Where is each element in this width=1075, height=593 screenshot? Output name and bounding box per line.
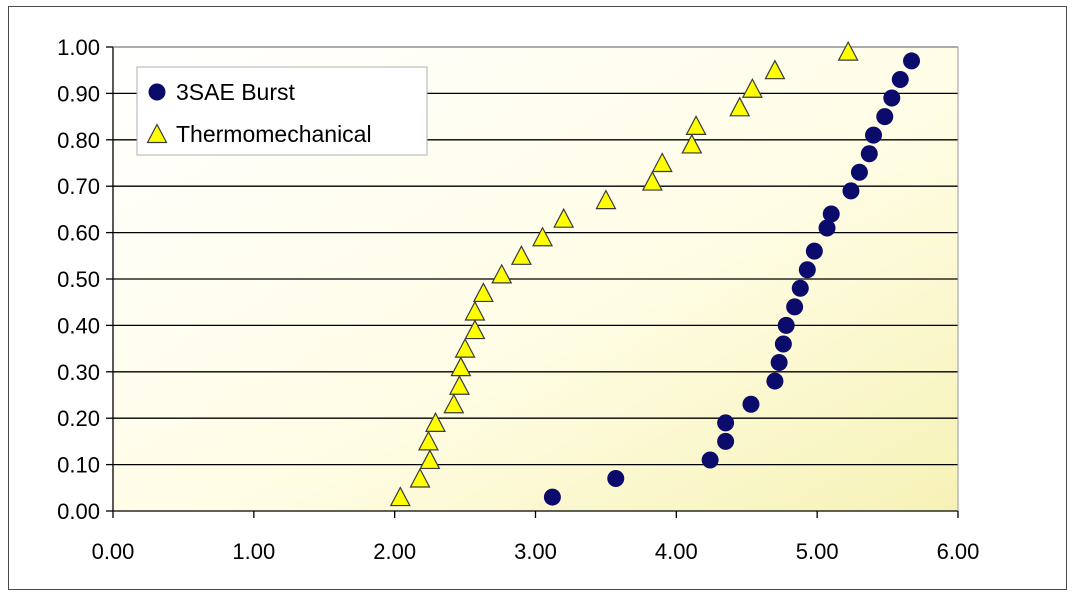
y-tick-label: 0.80 <box>57 128 100 153</box>
point-series-0 <box>822 205 840 223</box>
point-series-0 <box>777 316 795 334</box>
point-series-1 <box>448 374 470 395</box>
point-series-1 <box>409 467 431 488</box>
point-series-0 <box>701 451 719 469</box>
point-series-1 <box>532 226 554 247</box>
y-tick-label: 0.90 <box>57 81 100 106</box>
y-tick-label: 0.10 <box>57 453 100 478</box>
point-series-1 <box>553 207 575 228</box>
x-tick-label: 3.00 <box>514 539 557 564</box>
point-series-1 <box>641 170 663 191</box>
x-tick-label: 5.00 <box>796 539 839 564</box>
axes: 0.00 0.10 0.20 0.30 0.40 0.50 0.60 0.70 0.80 0.90… <box>57 35 979 564</box>
y-tick-label: 0.60 <box>57 221 100 246</box>
legend-marker-0 <box>148 83 166 101</box>
point-series-0 <box>860 145 878 163</box>
point-series-0 <box>543 488 561 506</box>
point-series-0 <box>891 70 909 88</box>
point-series-1 <box>425 412 447 432</box>
point-series-0 <box>883 89 901 107</box>
x-tick-label: 4.00 <box>655 539 698 564</box>
point-series-1 <box>685 115 707 135</box>
point-series-0 <box>717 432 735 450</box>
point-series-0 <box>742 395 760 413</box>
x-tick-label: 1.00 <box>232 539 275 564</box>
legend-label-0: 3SAE Burst <box>176 79 295 105</box>
point-series-0 <box>798 261 816 279</box>
point-series-1 <box>464 300 486 321</box>
point-series-1 <box>764 59 786 80</box>
y-tick-label: 0.20 <box>57 406 100 431</box>
point-series-0 <box>818 219 836 237</box>
point-series-1 <box>741 77 763 98</box>
point-series-1 <box>729 96 751 117</box>
point-series-1 <box>651 152 673 173</box>
point-series-0 <box>805 242 823 260</box>
point-series-0 <box>876 108 894 126</box>
y-tick-label: 0.40 <box>57 313 100 338</box>
x-tick-label: 0.00 <box>92 539 135 564</box>
point-series-1 <box>450 356 472 377</box>
x-tick-label: 2.00 <box>373 539 416 564</box>
y-tick-label: 0.70 <box>57 174 100 199</box>
point-series-0 <box>774 335 792 353</box>
point-series-1 <box>464 319 486 340</box>
y-tick-label: 1.00 <box>57 35 100 60</box>
point-series-1 <box>837 40 859 61</box>
point-series-1 <box>454 337 476 358</box>
point-series-0 <box>766 372 784 390</box>
legend-label-1: Thermomechanical <box>176 121 372 147</box>
x-tick-label: 6.00 <box>937 539 980 564</box>
point-series-1 <box>595 189 617 210</box>
legend: 3SAE Burst Thermomechanical <box>136 66 428 156</box>
point-series-0 <box>786 298 804 316</box>
point-series-1 <box>389 486 411 507</box>
point-series-0 <box>842 182 860 200</box>
point-series-1 <box>419 449 441 470</box>
point-series-1 <box>443 393 465 414</box>
point-series-0 <box>717 414 735 432</box>
point-series-0 <box>865 126 882 144</box>
point-series-0 <box>770 354 788 372</box>
y-tick-label: 0.00 <box>57 499 100 524</box>
point-series-1 <box>472 282 494 303</box>
point-series-1 <box>681 133 703 154</box>
legend-marker-1 <box>146 123 168 144</box>
y-tick-label: 0.30 <box>57 360 100 385</box>
point-series-1 <box>510 245 532 265</box>
point-series-1 <box>417 430 439 451</box>
point-series-0 <box>607 470 625 488</box>
point-series-0 <box>791 279 809 297</box>
y-tick-label: 0.50 <box>57 267 100 292</box>
legend-box <box>136 66 428 156</box>
point-series-0 <box>903 52 921 70</box>
data-points <box>389 40 921 507</box>
point-series-0 <box>850 163 868 181</box>
point-series-1 <box>491 263 513 284</box>
